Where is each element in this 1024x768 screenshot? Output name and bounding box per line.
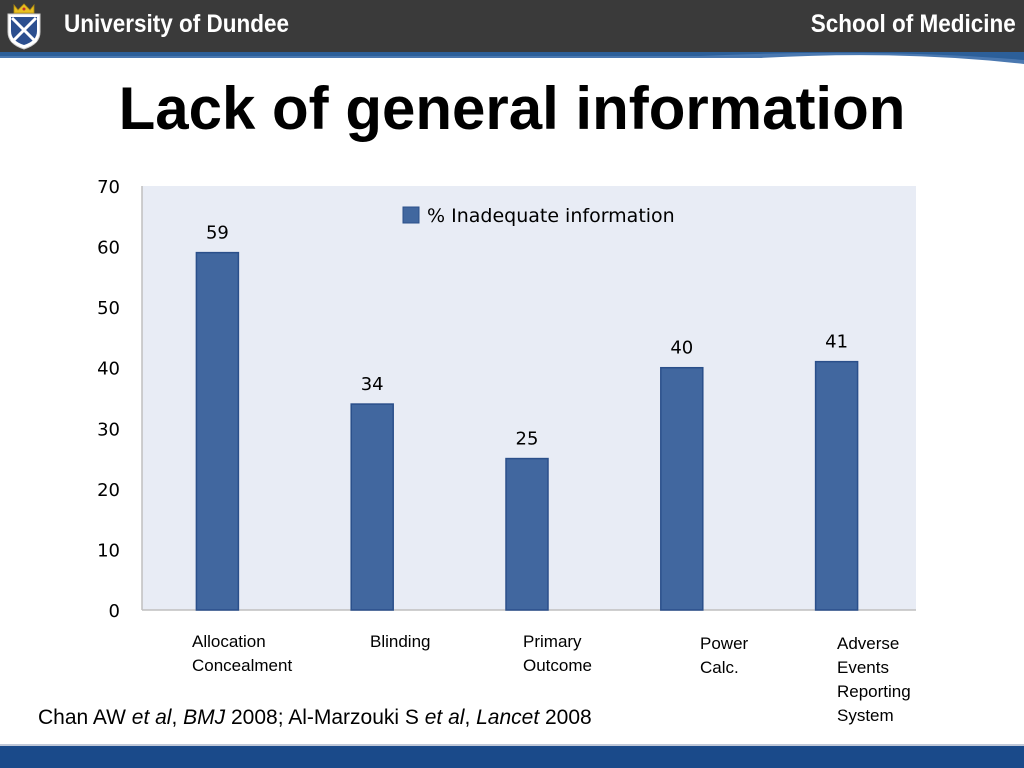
bar <box>195 251 240 611</box>
y-tick-label: 0 <box>109 601 120 622</box>
bar <box>505 457 549 611</box>
school-name: School of Medicine <box>810 10 1016 38</box>
bar <box>814 360 859 611</box>
citation-part: et al <box>424 706 465 729</box>
data-label: 34 <box>361 374 384 395</box>
legend-label: % Inadequate information <box>427 205 675 227</box>
y-tick-label: 10 <box>97 540 120 561</box>
university-crest-icon <box>7 3 41 50</box>
citation-part: , <box>464 706 477 729</box>
bar <box>350 403 394 611</box>
y-tick-label: 30 <box>97 419 120 440</box>
data-label: 59 <box>206 223 229 244</box>
x-tick-label: Power Calc. <box>700 634 749 677</box>
citation-part: BMJ <box>183 706 226 729</box>
data-label: 40 <box>670 338 693 359</box>
footer-divider <box>0 744 1024 746</box>
x-tick-label: Primary Outcome <box>523 632 592 675</box>
y-tick-label: 20 <box>97 480 120 501</box>
x-tick-label: Allocation Concealment <box>192 632 293 675</box>
bar-chart: 0 10 20 30 40 50 60 70 59 34 25 40 41 % Inadequate … <box>97 177 916 622</box>
citation-part: 2008 <box>539 706 592 729</box>
data-label: 25 <box>516 429 539 450</box>
citation: Chan AW et al, BMJ 2008; Al-Marzouki S e… <box>38 706 592 730</box>
footer-bar <box>0 746 1024 768</box>
header-band-wave <box>0 52 1024 64</box>
slide-title: Lack of general information <box>118 75 906 142</box>
y-tick-label: 40 <box>97 359 120 380</box>
citation-part: et al <box>131 706 172 729</box>
x-tick-label: Blinding <box>370 632 431 651</box>
university-name: University of Dundee <box>64 10 290 38</box>
y-tick-label: 50 <box>97 298 120 319</box>
citation-part: Lancet <box>476 706 540 729</box>
citation-part: 2008; Al-Marzouki S <box>225 706 425 729</box>
header-band <box>0 52 1024 70</box>
y-tick-label: 60 <box>97 238 120 259</box>
legend: % Inadequate information <box>402 205 675 227</box>
legend-swatch <box>402 206 420 224</box>
citation-part: , <box>171 706 184 729</box>
bar <box>660 366 704 611</box>
x-tick-label: Adverse Events Reporting System <box>837 634 911 725</box>
citation-part: Chan AW <box>38 706 132 729</box>
header-bar: University of Dundee School of Medicine <box>0 0 1024 52</box>
y-tick-label: 70 <box>97 177 120 198</box>
data-label: 41 <box>825 332 848 353</box>
